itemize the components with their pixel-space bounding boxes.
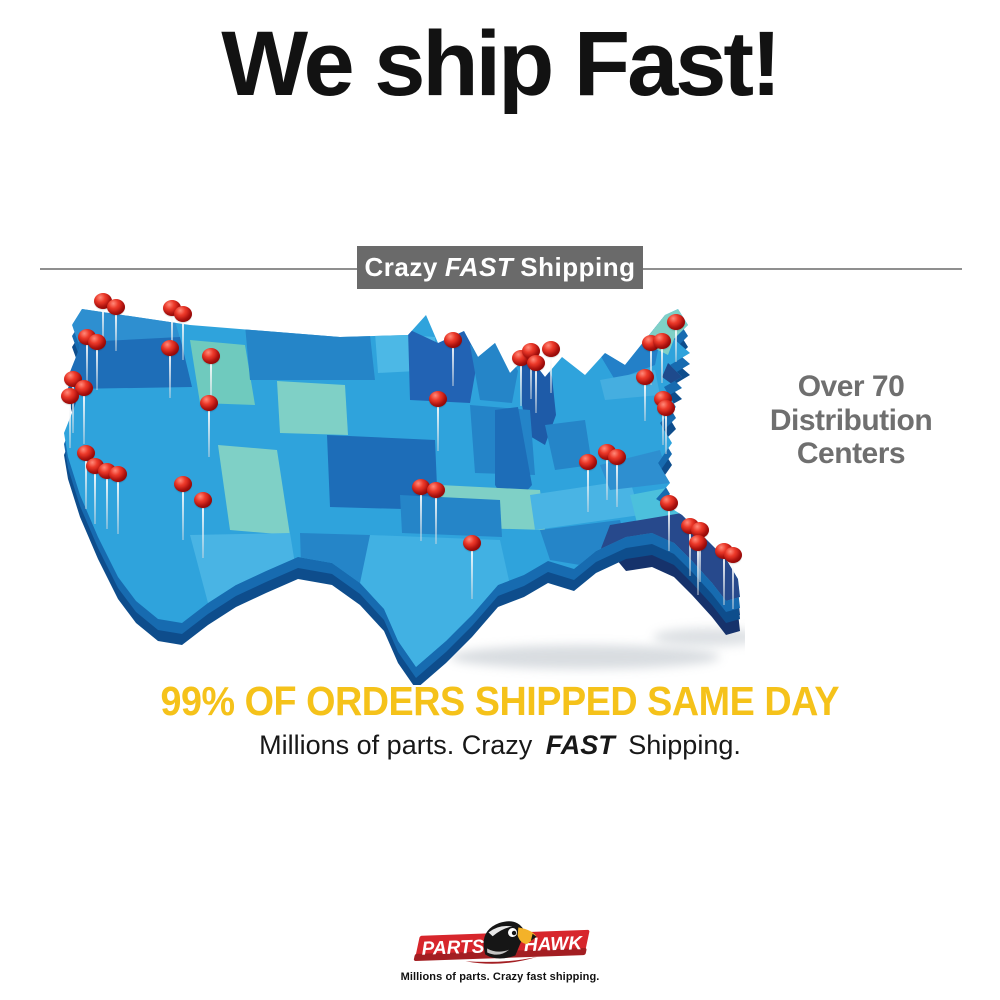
same-day-headline: 99% OF ORDERS SHIPPED SAME DAY	[0, 678, 1000, 725]
pin-layer	[40, 285, 745, 685]
subheadline-suffix: Shipping.	[628, 730, 741, 760]
pin-ball	[109, 466, 127, 482]
pin-ball	[689, 535, 707, 551]
pin-ball	[667, 314, 685, 330]
pin-ball	[527, 355, 545, 371]
pin-ball	[202, 348, 220, 364]
pin-stick	[650, 347, 652, 385]
map-shadow	[450, 645, 720, 669]
map-states	[64, 309, 740, 667]
pin-stick	[550, 353, 552, 393]
pin-stick	[208, 407, 210, 457]
pin-stick	[115, 311, 117, 351]
pin-stick	[662, 403, 664, 445]
pin-stick	[697, 547, 699, 595]
pin-stick	[587, 466, 589, 512]
pin-ball	[427, 482, 445, 498]
pin-ball	[429, 391, 447, 407]
banner-text-emph: FAST	[444, 252, 514, 282]
pin-stick	[83, 392, 85, 444]
hawk-icon	[483, 921, 537, 959]
pin-stick	[661, 345, 663, 383]
shipping-banner: Crazy FAST Shipping	[357, 246, 643, 289]
pin-ball	[653, 333, 671, 349]
pin-ball	[161, 340, 179, 356]
logo-tagline: Millions of parts. Crazy fast shipping.	[400, 971, 600, 983]
pin-stick	[668, 507, 670, 551]
pin-ball	[107, 299, 125, 315]
pin-ball	[200, 395, 218, 411]
pin-stick	[171, 312, 173, 352]
pin-stick	[69, 400, 71, 448]
us-map	[64, 309, 745, 685]
pin-ball	[61, 388, 79, 404]
pin-stick	[169, 352, 171, 398]
pin-stick	[437, 403, 439, 451]
pin-ball	[579, 454, 597, 470]
note-line-3: Centers	[796, 437, 906, 471]
pin-ball	[412, 479, 430, 495]
pin-ball	[75, 380, 93, 396]
pin-ball	[174, 476, 192, 492]
pin-ball	[174, 306, 192, 322]
pin-ball	[657, 400, 675, 416]
pin-stick	[606, 456, 608, 500]
pin-stick	[435, 494, 437, 544]
pin-stick	[72, 383, 74, 433]
logo-text-parts: PARTS	[421, 937, 485, 960]
logo-text-hawk: HAWK	[524, 933, 584, 956]
pin-ball	[77, 445, 95, 461]
pin-stick	[535, 367, 537, 413]
pin-stick	[471, 547, 473, 599]
pin-ball	[636, 369, 654, 385]
pin-stick	[96, 346, 98, 390]
subheadline-emph: FAST	[545, 730, 615, 760]
banner-text-prefix: Crazy	[364, 252, 438, 282]
headline-text: 99% OF ORDERS SHIPPED SAME DAY	[160, 678, 840, 724]
note-line-2: Distribution	[769, 403, 933, 437]
partshawk-logo: PARTS HAWK Millions of parts. Crazy fast…	[0, 918, 1000, 983]
pin-stick	[675, 326, 677, 362]
pin-stick	[699, 534, 701, 582]
pin-stick	[616, 461, 618, 507]
pin-ball	[194, 492, 212, 508]
pin-stick	[85, 457, 87, 509]
pin-stick	[420, 491, 422, 541]
pin-stick	[94, 470, 96, 524]
map-extrusion	[64, 320, 740, 685]
pin-stick	[86, 341, 88, 383]
pin-ball	[88, 334, 106, 350]
tagline-subheadline: Millions of parts. Crazy FAST Shipping.	[0, 730, 1000, 761]
note-line-1: Over 70	[797, 370, 905, 403]
pin-stick	[202, 504, 204, 558]
pin-stick	[102, 305, 104, 343]
pin-stick	[210, 360, 212, 408]
banner-text-suffix: Shipping	[520, 252, 636, 282]
subheadline-prefix: Millions of parts. Crazy	[259, 730, 533, 760]
pin-stick	[452, 344, 454, 386]
pin-stick	[182, 318, 184, 360]
pin-stick	[689, 530, 691, 576]
pin-stick	[723, 555, 725, 605]
pin-stick	[117, 478, 119, 534]
pin-stick	[665, 412, 667, 454]
pin-ball	[608, 449, 626, 465]
pin-stick	[732, 559, 734, 609]
partshawk-logo-graphic: PARTS HAWK	[413, 921, 592, 964]
pin-ball	[724, 547, 742, 563]
pin-stick	[106, 475, 108, 529]
pin-ball	[542, 341, 560, 357]
pin-ball	[691, 522, 709, 538]
pin-stick	[530, 355, 532, 399]
pin-stick	[644, 381, 646, 421]
pin-ball	[660, 495, 678, 511]
us-map-region	[40, 285, 745, 685]
pin-stick	[182, 488, 184, 540]
main-title: We ship Fast!	[221, 13, 781, 115]
pin-ball	[463, 535, 481, 551]
distribution-centers-note: Over 70 Distribution Centers	[738, 370, 964, 471]
pin-ball	[444, 332, 462, 348]
pin-stick	[520, 362, 522, 406]
